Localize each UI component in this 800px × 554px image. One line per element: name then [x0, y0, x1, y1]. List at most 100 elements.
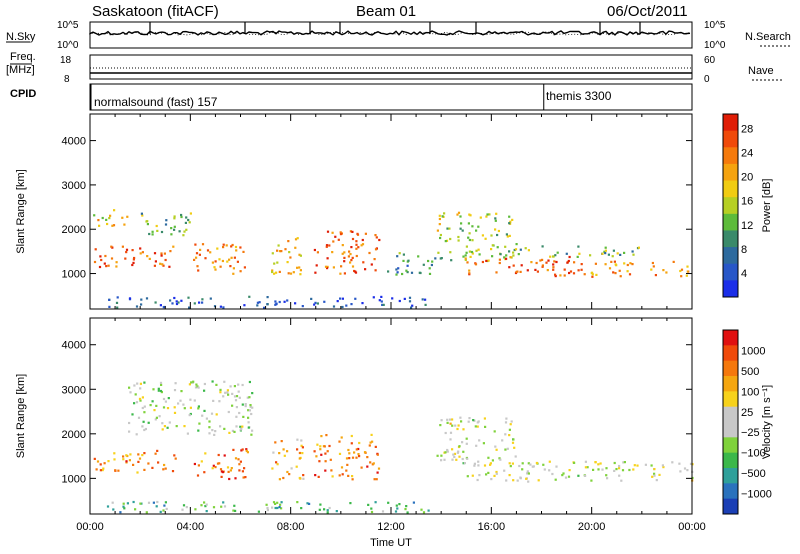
- data-pixel: [405, 269, 408, 272]
- data-pixel: [612, 271, 615, 274]
- data-pixel: [612, 249, 615, 252]
- data-pixel: [180, 299, 183, 302]
- data-pixel: [519, 248, 522, 251]
- data-pixel: [219, 468, 223, 471]
- data-pixel: [370, 433, 373, 436]
- data-pixel: [341, 252, 344, 255]
- data-pixel: [198, 301, 201, 304]
- data-pixel: [248, 380, 251, 384]
- data-pixel: [215, 383, 218, 386]
- data-pixel: [125, 248, 129, 251]
- data-pixel: [378, 238, 381, 242]
- data-pixel: [314, 301, 317, 304]
- heatmap-region: [271, 237, 302, 276]
- colorbar-segment: [723, 330, 738, 346]
- data-pixel: [449, 422, 452, 425]
- data-pixel: [197, 429, 200, 432]
- data-pixel: [201, 243, 205, 246]
- data-pixel: [443, 458, 446, 461]
- data-pixel: [355, 240, 358, 243]
- data-pixel: [126, 215, 129, 218]
- data-pixel: [440, 459, 443, 462]
- data-pixel: [628, 468, 631, 472]
- data-pixel: [371, 440, 374, 443]
- data-pixel: [151, 400, 154, 403]
- data-pixel: [366, 456, 369, 459]
- data-pixel: [548, 460, 551, 463]
- data-pixel: [197, 407, 200, 410]
- data-pixel: [139, 502, 142, 505]
- data-pixel: [471, 239, 474, 242]
- nsky-panel-frame: [89, 21, 693, 49]
- data-pixel: [108, 298, 111, 301]
- data-pixel: [456, 427, 459, 431]
- data-pixel: [319, 448, 322, 451]
- data-pixel: [155, 224, 158, 228]
- data-pixel: [508, 434, 511, 437]
- data-pixel: [620, 479, 623, 482]
- data-pixel: [345, 469, 348, 472]
- data-pixel: [481, 260, 484, 264]
- data-pixel: [591, 273, 594, 276]
- heatmap-panel-velocity: [89, 317, 739, 515]
- data-pixel: [334, 235, 337, 238]
- data-pixel: [490, 234, 493, 237]
- data-pixel: [227, 410, 230, 414]
- data-pixel: [461, 229, 464, 232]
- data-pixel: [539, 259, 542, 262]
- data-pixel: [456, 451, 459, 454]
- data-pixel: [284, 248, 287, 251]
- data-pixel: [605, 467, 608, 470]
- data-pixel: [495, 271, 498, 274]
- data-pixel: [404, 508, 407, 511]
- data-pixel: [362, 261, 365, 264]
- data-pixel: [235, 415, 238, 418]
- data-pixel: [424, 303, 427, 306]
- data-pixel: [139, 252, 142, 255]
- data-pixel: [613, 469, 616, 472]
- heatmap-region: [271, 438, 305, 481]
- data-pixel: [498, 258, 501, 261]
- data-pixel: [471, 225, 474, 228]
- data-pixel: [298, 451, 301, 455]
- data-pixel: [350, 303, 353, 306]
- data-pixel: [246, 396, 249, 399]
- data-pixel: [251, 406, 254, 409]
- data-pixel: [274, 303, 277, 306]
- data-pixel: [491, 459, 494, 462]
- data-pixel: [222, 395, 225, 398]
- data-pixel: [623, 461, 626, 464]
- data-pixel: [155, 505, 158, 508]
- data-pixel: [318, 460, 321, 463]
- data-pixel: [446, 421, 449, 424]
- data-pixel: [449, 237, 452, 241]
- data-pixel: [354, 270, 357, 273]
- data-pixel: [680, 268, 684, 271]
- data-pixel: [147, 501, 151, 504]
- data-pixel: [238, 469, 241, 472]
- data-pixel: [590, 479, 593, 482]
- data-pixel: [451, 424, 454, 427]
- data-pixel: [162, 397, 166, 401]
- data-pixel: [438, 223, 441, 226]
- colorbar-tick-label: 24: [741, 148, 753, 160]
- data-pixel: [289, 272, 293, 275]
- data-pixel: [448, 227, 451, 230]
- data-pixel: [512, 251, 515, 254]
- data-pixel: [160, 254, 163, 257]
- data-pixel: [276, 463, 279, 466]
- data-pixel: [235, 425, 238, 428]
- data-pixel: [160, 252, 163, 255]
- data-pixel: [139, 247, 142, 250]
- data-pixel: [530, 261, 533, 264]
- data-pixel: [271, 269, 274, 272]
- data-pixel: [183, 425, 186, 428]
- data-pixel: [401, 272, 404, 276]
- data-pixel: [93, 260, 97, 264]
- data-pixel: [154, 301, 157, 304]
- data-pixel: [276, 261, 279, 264]
- data-pixel: [576, 255, 579, 258]
- data-pixel: [375, 478, 378, 481]
- data-pixel: [542, 463, 545, 466]
- nsearch-tick-bottom: 10^0: [704, 40, 726, 51]
